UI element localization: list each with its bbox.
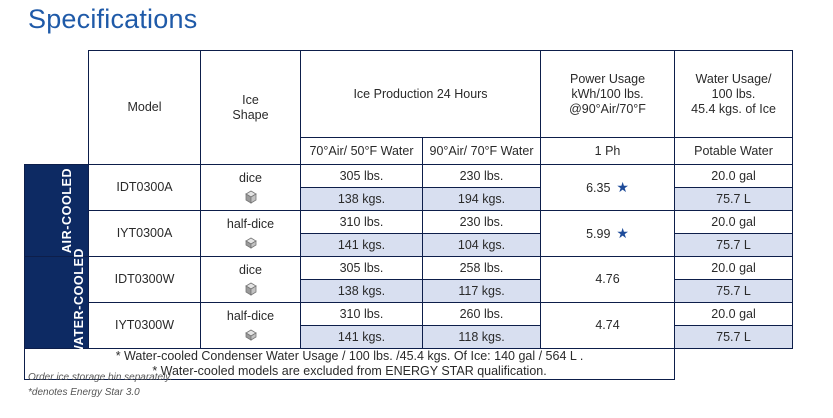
power-usage-cell: 4.74 <box>540 302 676 349</box>
header-power-usage-label: Power Usage kWh/100 lbs. @90°Air/70°F <box>569 71 646 116</box>
page-title: Specifications <box>28 4 198 34</box>
shape-cell: dice <box>200 256 301 303</box>
water-liters: 75.7 L <box>674 279 794 303</box>
production-70-lbs: 305 lbs. <box>300 164 423 188</box>
power-value: 4.76 <box>595 272 620 286</box>
footnote-order-bin: Order ice storage bin separately. <box>28 372 173 383</box>
half-dice-ice-cube-icon <box>244 237 257 249</box>
header-ice-production: Ice Production 24 Hours <box>299 50 542 138</box>
production-90-kgs: 104 kgs. <box>421 233 542 257</box>
power-usage-cell: 4.76 <box>540 256 676 303</box>
production-90-kgs: 118 kgs. <box>421 325 542 349</box>
header-potable-water: Potable Water <box>674 137 794 165</box>
power-usage-cell: 6.35 ★ <box>540 164 676 211</box>
header-power-usage: Power Usage kWh/100 lbs. @90°Air/70°F <box>540 50 676 138</box>
group-air-cooled-label: AIR-COOLED <box>60 167 75 254</box>
specifications-table: Model Ice Shape Ice Production 24 Hours … <box>23 50 794 380</box>
group-air-cooled: AIR-COOLED <box>24 164 89 257</box>
header-ice-shape-label: Ice Shape <box>232 92 269 122</box>
production-90-lbs: 230 lbs. <box>421 164 542 188</box>
production-70-lbs: 310 lbs. <box>300 302 423 326</box>
water-liters: 75.7 L <box>674 187 794 211</box>
dice-ice-cube-icon <box>244 282 257 296</box>
table-notes: * Water-cooled Condenser Water Usage / 1… <box>23 348 676 380</box>
production-70-lbs: 305 lbs. <box>300 256 423 280</box>
model-cell: IDT0300W <box>88 256 201 303</box>
power-usage-cell: 5.99 ★ <box>540 210 676 257</box>
shape-label: half-dice <box>226 216 275 231</box>
power-value: 6.35 <box>586 180 611 195</box>
water-liters: 75.7 L <box>674 233 794 257</box>
production-70-lbs: 310 lbs. <box>300 210 423 234</box>
energy-star-icon: ★ <box>616 178 629 195</box>
header-model: Model <box>88 50 201 165</box>
production-70-kgs: 141 kgs. <box>300 233 423 257</box>
header-water-usage: Water Usage/ 100 lbs. 45.4 kgs. of Ice <box>674 50 794 138</box>
power-value: 5.99 <box>586 226 611 241</box>
production-90-kgs: 194 kgs. <box>421 187 542 211</box>
water-liters: 75.7 L <box>674 325 794 349</box>
half-dice-ice-cube-icon <box>244 329 257 341</box>
production-70-kgs: 138 kgs. <box>300 279 423 303</box>
shape-cell: half-dice <box>200 210 301 257</box>
note-energy-star-exclusion: * Water-cooled models are excluded from … <box>152 364 547 378</box>
shape-label: dice <box>239 262 262 277</box>
header-phase: 1 Ph <box>540 137 676 165</box>
header-ice-shape: Ice Shape <box>200 50 301 165</box>
shape-cell: half-dice <box>200 302 301 349</box>
water-gal: 20.0 gal <box>674 256 794 280</box>
production-90-lbs: 230 lbs. <box>421 210 542 234</box>
header-70-air-50-water: 70°Air/ 50°F Water <box>300 137 423 165</box>
header-90-air-70-water: 90°Air/ 70°F Water <box>421 137 542 165</box>
production-70-kgs: 138 kgs. <box>300 187 423 211</box>
group-water-cooled-label: WATER-COOLED <box>72 247 87 358</box>
model-cell: IYT0300A <box>88 210 201 257</box>
header-water-usage-label: Water Usage/ 100 lbs. 45.4 kgs. of Ice <box>691 71 776 116</box>
shape-label: half-dice <box>226 308 275 323</box>
dice-ice-cube-icon <box>244 190 257 204</box>
production-90-kgs: 117 kgs. <box>421 279 542 303</box>
water-gal: 20.0 gal <box>674 302 794 326</box>
production-90-lbs: 258 lbs. <box>421 256 542 280</box>
water-gal: 20.0 gal <box>674 164 794 188</box>
note-water-usage: * Water-cooled Condenser Water Usage / 1… <box>115 349 584 363</box>
group-water-cooled: WATER-COOLED <box>24 248 89 357</box>
production-70-kgs: 141 kgs. <box>300 325 423 349</box>
production-90-lbs: 260 lbs. <box>421 302 542 326</box>
power-value: 4.74 <box>595 318 620 332</box>
water-gal: 20.0 gal <box>674 210 794 234</box>
model-cell: IDT0300A <box>88 164 201 211</box>
footnote-energy-star: *denotes Energy Star 3.0 <box>28 387 140 398</box>
empty-corner <box>24 50 89 165</box>
shape-label: dice <box>239 170 262 185</box>
model-cell: IYT0300W <box>88 302 201 349</box>
shape-cell: dice <box>200 164 301 211</box>
energy-star-icon: ★ <box>616 224 629 241</box>
